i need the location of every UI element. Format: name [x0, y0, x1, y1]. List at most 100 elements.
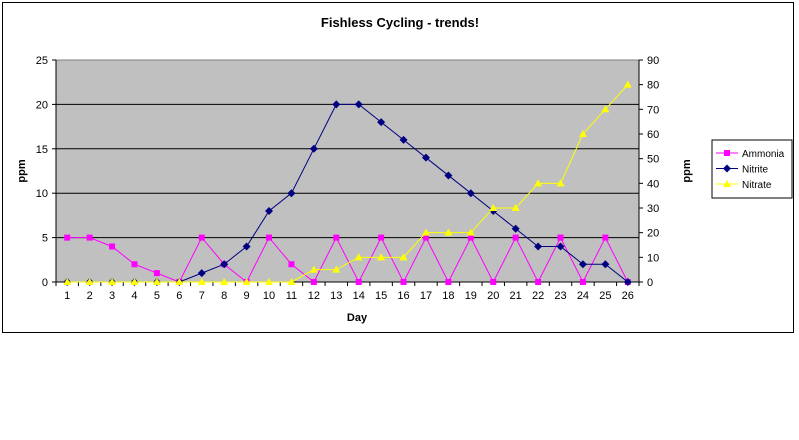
nitrite-point — [556, 242, 565, 251]
nitrate-line — [67, 84, 629, 283]
x-tick-label: 3 — [109, 290, 115, 302]
ammonia-point — [310, 279, 317, 285]
nitrate-point — [63, 278, 72, 285]
chart-title: Fishless Cycling - trends! — [321, 15, 479, 30]
x-tick-label: 26 — [622, 290, 634, 302]
nitrate-point — [242, 278, 251, 285]
nitrate-point — [175, 278, 184, 285]
y2-tick-label: 80 — [647, 80, 659, 92]
y-tick-label: 25 — [36, 55, 48, 67]
y2-axis-ticks: 0 10 20 30 40 50 60 70 80 90 — [647, 55, 659, 289]
nitrate-point — [130, 278, 139, 285]
y-tick-label: 10 — [36, 188, 48, 200]
nitrite-point — [511, 224, 520, 233]
x-tick-label: 7 — [199, 290, 205, 302]
legend: Ammonia Nitrite Nitrate — [711, 139, 793, 199]
nitrate-point — [152, 278, 161, 285]
x-tick-label: 11 — [286, 290, 297, 302]
nitrate-point — [511, 204, 520, 211]
nitrite-point — [444, 171, 453, 180]
ammonia-point — [64, 234, 71, 241]
x-tick-label: 22 — [532, 290, 544, 302]
nitrite-point — [466, 189, 475, 198]
ammonia-line — [67, 236, 629, 284]
ammonia-point — [490, 279, 497, 285]
nitrite-point — [197, 269, 206, 278]
x-tick-label: 23 — [554, 290, 566, 302]
ammonia-point — [602, 234, 609, 241]
x-tick-label: 15 — [375, 290, 387, 302]
nitrate-point — [85, 278, 94, 285]
nitrite-point — [309, 144, 318, 153]
y-tick-label: 20 — [36, 99, 48, 111]
nitrite-point — [534, 242, 543, 251]
nitrate-point — [399, 253, 408, 261]
ammonia-point — [445, 279, 452, 285]
x-tick-label: 8 — [221, 290, 227, 302]
nitrate-point — [466, 228, 475, 236]
nitrate-point — [489, 204, 498, 211]
x-tick-label: 4 — [131, 290, 137, 302]
x-tick-label: 13 — [330, 290, 342, 302]
ammonia-point — [86, 234, 93, 241]
nitrate-point — [623, 80, 632, 88]
nitrate-point — [578, 130, 587, 137]
x-tick-label: 21 — [510, 290, 522, 302]
y-axis-label: ppm — [16, 159, 28, 182]
nitrite-point — [601, 260, 610, 269]
nitrite-point — [399, 135, 408, 144]
nitrate-point — [108, 278, 117, 285]
series-nitrate — [63, 80, 632, 285]
nitrite-point — [354, 100, 363, 109]
y-tick-label: 0 — [42, 277, 48, 289]
nitrate-point — [197, 278, 206, 285]
nitrite-point — [242, 242, 251, 251]
x-tick-label: 5 — [154, 290, 160, 302]
y2-tick-label: 90 — [647, 55, 659, 67]
nitrite-point — [421, 153, 430, 162]
y2-tick-label: 0 — [647, 277, 653, 289]
x-tick-label: 20 — [487, 290, 499, 302]
ammonia-point — [355, 279, 362, 285]
nitrite-point — [623, 278, 632, 286]
ammonia-point — [266, 234, 273, 241]
y2-tick-label: 10 — [647, 252, 659, 264]
nitrate-point — [421, 228, 430, 236]
nitrate-point — [332, 265, 341, 273]
nitrate-point — [534, 179, 543, 187]
nitrate-point — [265, 278, 274, 285]
ammonia-point — [198, 234, 205, 241]
x-tick-label: 9 — [244, 290, 250, 302]
x-tick-label: 14 — [353, 290, 365, 302]
y2-tick-label: 50 — [647, 154, 659, 166]
y2-axis-label: ppm — [681, 159, 693, 182]
x-axis-label: Day — [347, 312, 368, 324]
ammonia-point — [333, 234, 340, 241]
x-tick-label: 24 — [577, 290, 589, 302]
ammonia-point — [467, 234, 474, 241]
x-axis-ticks: 1 2 3 4 5 6 7 8 9 10 11 12 13 14 15 16 17 18 19 20 21 22 23 24 2… — [64, 290, 634, 302]
y-tick-label: 5 — [42, 233, 48, 245]
ammonia-point — [109, 243, 116, 250]
nitrate-point — [354, 253, 363, 261]
x-tick-label: 17 — [420, 290, 432, 302]
nitrate-point — [601, 105, 610, 113]
plot-area — [56, 60, 639, 282]
nitrite-point — [332, 100, 341, 109]
nitrate-point — [287, 278, 296, 285]
nitrate-point — [377, 253, 386, 261]
y-tick-label: 15 — [36, 144, 48, 156]
legend-label-nitrite: Nitrite — [742, 165, 769, 176]
nitrate-point — [309, 265, 318, 273]
x-tick-label: 1 — [64, 290, 70, 302]
nitrite-point — [265, 206, 274, 215]
nitrite-point — [287, 189, 296, 198]
ammonia-point — [557, 234, 564, 241]
y-axis-ticks: 0 5 10 15 20 25 — [36, 55, 48, 289]
nitrate-point — [220, 278, 229, 285]
ammonia-point — [579, 279, 586, 285]
legend-marker-nitrate — [723, 180, 731, 187]
x-tick-label: 6 — [176, 290, 182, 302]
legend-marker-nitrite — [723, 164, 731, 173]
